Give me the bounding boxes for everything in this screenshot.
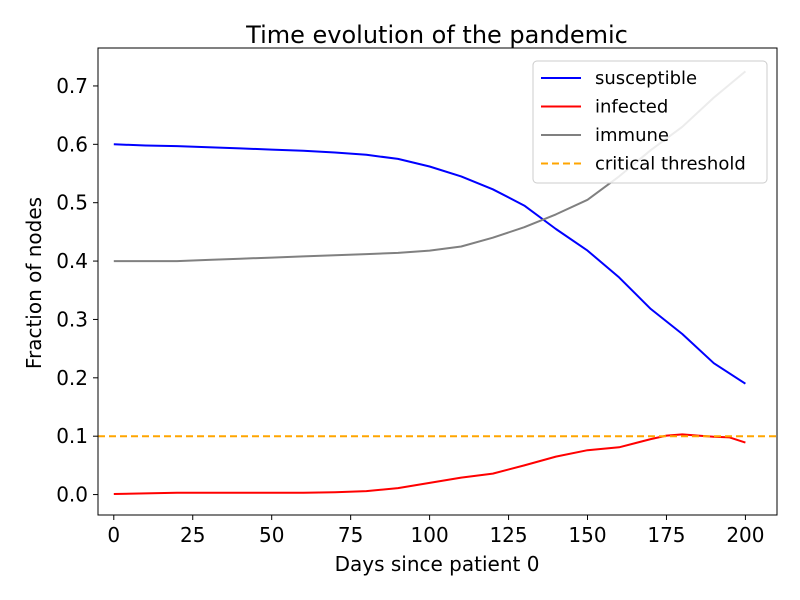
y-axis-label: Fraction of nodes: [22, 197, 46, 369]
y-tick-label: 0.5: [56, 191, 88, 215]
y-tick-label: 0.6: [56, 132, 88, 156]
x-tick-label: 50: [259, 523, 284, 547]
x-tick-label: 175: [647, 523, 685, 547]
plot-lines: [98, 70, 777, 495]
legend-label-susceptible: susceptible: [595, 68, 697, 89]
x-tick-label: 0: [107, 523, 120, 547]
y-tick-label: 0.2: [56, 366, 88, 390]
x-axis-ticks: 0 25 50 75 100 125 150 175 200: [107, 515, 765, 547]
legend-label-infected: infected: [595, 97, 668, 118]
legend-label-critical-threshold: critical threshold: [595, 154, 746, 175]
legend: susceptible infected immune critical thresh…: [532, 60, 768, 184]
x-tick-label: 200: [726, 523, 764, 547]
y-tick-label: 0.4: [56, 249, 88, 273]
x-tick-label: 150: [568, 523, 606, 547]
x-axis-label: Days since patient 0: [335, 552, 540, 576]
x-tick-label: 75: [338, 523, 363, 547]
legend-box: [532, 60, 768, 184]
y-axis-ticks: 0.0 0.1 0.2 0.3 0.4 0.5 0.6 0.7: [56, 74, 98, 507]
chart-title: Time evolution of the pandemic: [245, 21, 628, 49]
y-tick-label: 0.3: [56, 307, 88, 331]
y-tick-label: 0.0: [56, 483, 88, 507]
series-line-infected: [113, 433, 746, 495]
series-line-susceptible: [113, 143, 746, 385]
y-tick-label: 0.1: [56, 424, 88, 448]
x-tick-label: 125: [489, 523, 527, 547]
plot-frame: [97, 47, 778, 516]
y-tick-label: 0.7: [56, 74, 88, 98]
legend-label-immune: immune: [595, 125, 669, 146]
x-tick-label: 100: [411, 523, 449, 547]
x-tick-label: 25: [180, 523, 205, 547]
